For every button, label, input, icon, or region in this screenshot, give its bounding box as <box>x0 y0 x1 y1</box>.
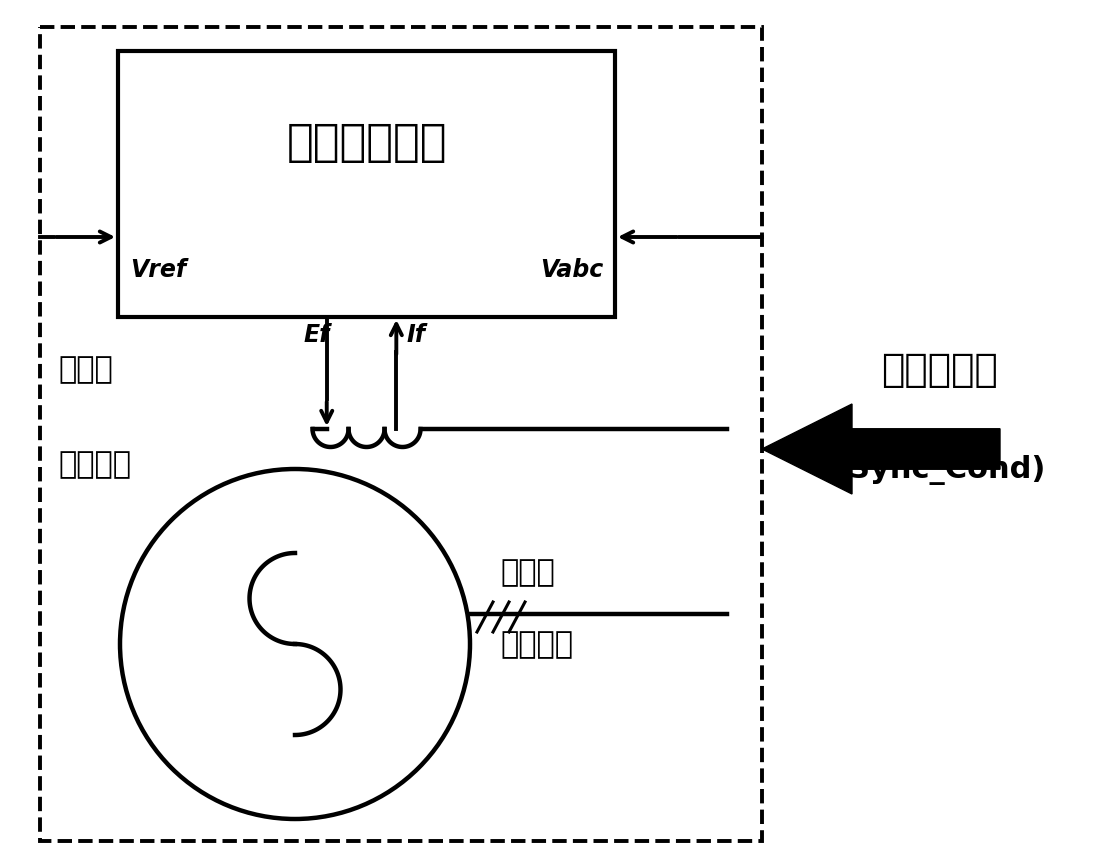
Text: Vref: Vref <box>130 257 186 282</box>
Polygon shape <box>762 405 1000 494</box>
Text: 转子侧: 转子侧 <box>58 355 113 384</box>
Bar <box>40 28 762 841</box>
Text: 同步调相机: 同步调相机 <box>881 350 998 388</box>
Text: (Sync_Cond): (Sync_Cond) <box>834 455 1046 485</box>
Text: Vabc: Vabc <box>540 257 603 282</box>
Text: Ef: Ef <box>303 323 330 347</box>
Bar <box>118 52 615 318</box>
Text: 励磁控制系统: 励磁控制系统 <box>286 121 447 164</box>
Text: 电枢绕组: 电枢绕组 <box>500 629 573 659</box>
Text: If: If <box>407 323 426 347</box>
Text: 励磁绕组: 励磁绕组 <box>58 450 131 479</box>
Text: 定子侧: 定子侧 <box>500 558 555 587</box>
